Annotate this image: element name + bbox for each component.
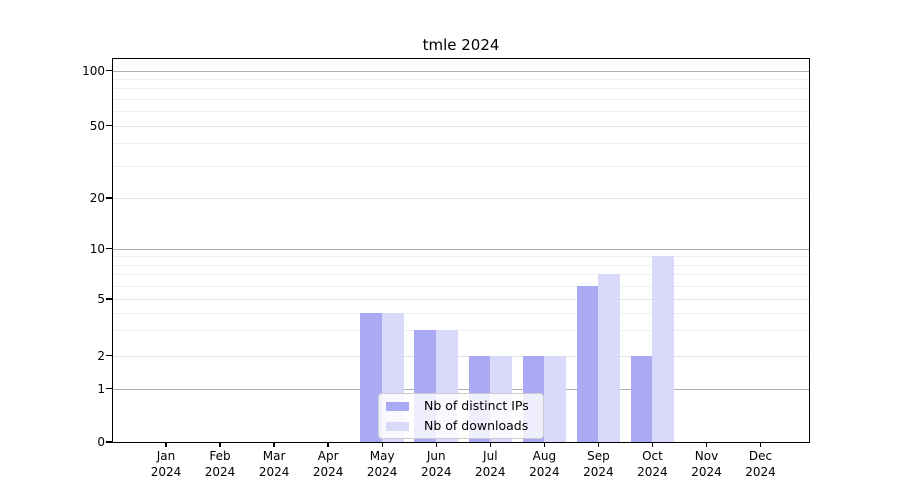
x-tick-mark (273, 442, 275, 447)
x-tick-mark (165, 442, 167, 447)
y-tick-mark (106, 387, 112, 390)
x-tick-label: Jan 2024 (150, 449, 182, 479)
gridline-minor (113, 285, 809, 287)
x-tick-label: Aug 2024 (529, 449, 560, 479)
y-tick-mark (106, 69, 112, 72)
gridline-minor (113, 143, 809, 145)
legend-label: Nb of distinct IPs (424, 398, 529, 413)
gridline-labeled (113, 355, 809, 357)
bar (652, 256, 675, 442)
y-tick-mark (106, 247, 112, 250)
y-tick-label: 0 (97, 435, 105, 449)
y-tick-label: 20 (89, 191, 105, 205)
x-tick-label: Dec 2024 (745, 449, 776, 479)
bar (598, 274, 621, 442)
x-tick-mark (435, 442, 437, 447)
y-tick-mark (106, 197, 112, 199)
x-tick-mark (651, 442, 654, 447)
x-tick-mark (705, 442, 708, 447)
legend: Nb of distinct IPs Nb of downloads (378, 393, 544, 439)
gridline-minor (113, 330, 809, 332)
plot-area (113, 59, 809, 442)
y-tick-mark (106, 441, 112, 443)
y-tick-mark (106, 124, 112, 127)
gridline-major (113, 248, 809, 250)
x-tick-mark (219, 442, 221, 447)
gridline-labeled (113, 299, 809, 300)
legend-swatch (386, 401, 409, 411)
x-tick-label: Oct 2024 (637, 449, 668, 479)
x-tick-mark (759, 442, 762, 447)
x-tick-mark (543, 442, 546, 447)
chart-title: tmle 2024 (422, 36, 500, 54)
x-tick-label: Mar 2024 (258, 449, 290, 479)
gridline-minor (113, 78, 809, 80)
y-tick-label: 5 (97, 292, 105, 306)
x-tick-label: Feb 2024 (204, 449, 236, 479)
gridline-minor (113, 111, 809, 113)
x-tick-mark (489, 442, 491, 447)
y-tick-label: 1 (97, 381, 105, 396)
legend-label: Nb of downloads (424, 418, 529, 433)
gridline-minor (113, 264, 809, 266)
x-tick-label: Apr 2024 (312, 449, 344, 479)
y-tick-label: 2 (97, 348, 105, 363)
gridline-major (113, 70, 809, 72)
gridline-major (113, 388, 809, 390)
gridline-minor (113, 88, 809, 90)
bar (630, 355, 653, 442)
gridline-minor (113, 98, 809, 100)
gridline-labeled (113, 198, 809, 199)
x-tick-label: May 2024 (366, 449, 398, 479)
x-tick-mark (597, 442, 600, 447)
x-tick-mark (327, 442, 329, 447)
x-tick-label: Jul 2024 (475, 449, 506, 479)
bar (544, 355, 567, 442)
x-tick-label: Sep 2024 (583, 449, 614, 479)
y-tick-label: 10 (89, 241, 105, 256)
x-tick-label: Jun 2024 (420, 449, 452, 479)
y-tick-label: 50 (89, 118, 105, 133)
y-tick-label: 100 (82, 63, 105, 78)
x-tick-mark (381, 442, 383, 447)
gridline-minor (113, 274, 809, 276)
bar (576, 285, 599, 442)
y-tick-mark (106, 354, 112, 357)
gridline-minor (113, 165, 809, 167)
legend-item: Nb of downloads (379, 417, 543, 435)
x-tick-label: Nov 2024 (691, 449, 722, 479)
legend-swatch (386, 421, 409, 431)
gridline-minor (113, 256, 809, 258)
legend-item: Nb of distinct IPs (379, 397, 543, 415)
gridline-labeled (113, 125, 809, 127)
y-tick-mark (106, 298, 112, 300)
gridline-minor (113, 312, 809, 314)
bar (360, 312, 383, 442)
